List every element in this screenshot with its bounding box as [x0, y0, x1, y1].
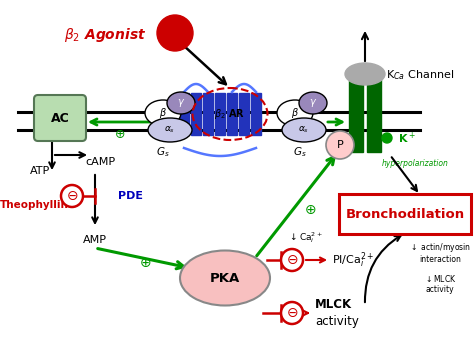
Text: cAMP: cAMP: [85, 157, 115, 167]
Text: AC: AC: [51, 113, 69, 126]
Text: PI/Ca$_i^{2+}$: PI/Ca$_i^{2+}$: [332, 250, 374, 270]
Circle shape: [382, 133, 392, 143]
Text: $G_s$: $G_s$: [156, 145, 170, 159]
Text: K$_{Ca}$ Channel: K$_{Ca}$ Channel: [386, 68, 454, 82]
Text: $\gamma$: $\gamma$: [177, 97, 185, 109]
Circle shape: [326, 131, 354, 159]
Text: interaction: interaction: [419, 256, 461, 264]
Ellipse shape: [277, 100, 313, 126]
Ellipse shape: [299, 92, 327, 114]
Text: $\oplus$: $\oplus$: [330, 130, 342, 142]
Text: MLCK: MLCK: [315, 299, 352, 311]
Bar: [367, 77, 381, 152]
Ellipse shape: [167, 92, 195, 114]
Bar: [239, 93, 249, 135]
Circle shape: [281, 302, 303, 324]
Bar: [215, 93, 225, 135]
Ellipse shape: [145, 100, 181, 126]
FancyBboxPatch shape: [339, 194, 471, 234]
Text: $\beta$: $\beta$: [159, 106, 167, 120]
Bar: [349, 77, 363, 152]
Text: AMP: AMP: [83, 235, 107, 245]
Text: P: P: [337, 140, 343, 150]
Text: $\ominus$: $\ominus$: [286, 253, 298, 267]
Text: $\gamma$: $\gamma$: [309, 97, 317, 109]
Text: $\ominus$: $\ominus$: [286, 306, 298, 320]
Ellipse shape: [180, 251, 270, 306]
Text: PKA: PKA: [210, 272, 240, 284]
Text: $\ominus$: $\ominus$: [66, 189, 78, 203]
Bar: [227, 93, 237, 135]
Ellipse shape: [345, 63, 385, 85]
Ellipse shape: [282, 118, 326, 142]
Bar: [191, 93, 201, 135]
Text: $\oplus$: $\oplus$: [139, 256, 151, 270]
Bar: [203, 93, 213, 135]
FancyBboxPatch shape: [34, 95, 86, 141]
Bar: [179, 93, 189, 135]
Circle shape: [157, 15, 193, 51]
Text: Theophylline: Theophylline: [0, 200, 76, 210]
Text: $\downarrow$Ca$_i^{2+}$: $\downarrow$Ca$_i^{2+}$: [288, 230, 322, 245]
Text: hyperpolarization: hyperpolarization: [382, 158, 448, 168]
Text: $\alpha_s$: $\alpha_s$: [164, 125, 175, 135]
Text: $\beta_2$ AR: $\beta_2$ AR: [214, 107, 246, 121]
Ellipse shape: [148, 118, 192, 142]
Text: $\oplus$: $\oplus$: [114, 129, 126, 142]
Text: Bronchodilation: Bronchodilation: [346, 208, 465, 220]
Bar: [251, 93, 261, 135]
Text: K$^+$: K$^+$: [398, 130, 416, 146]
Text: $\downarrow$MLCK: $\downarrow$MLCK: [424, 273, 456, 284]
Text: $\oplus$: $\oplus$: [304, 203, 316, 217]
Text: $\downarrow$ actin/myosin: $\downarrow$ actin/myosin: [409, 241, 471, 255]
Text: ATP: ATP: [30, 166, 50, 176]
Text: activity: activity: [315, 315, 359, 328]
Text: $G_s$: $G_s$: [293, 145, 307, 159]
Text: PDE: PDE: [118, 191, 143, 201]
Text: $\beta$: $\beta$: [291, 106, 299, 120]
Circle shape: [281, 249, 303, 271]
Text: $\beta_2$ Agonist: $\beta_2$ Agonist: [64, 26, 146, 44]
Circle shape: [61, 185, 83, 207]
Text: activity: activity: [426, 285, 454, 295]
Text: $\alpha_s$: $\alpha_s$: [299, 125, 310, 135]
